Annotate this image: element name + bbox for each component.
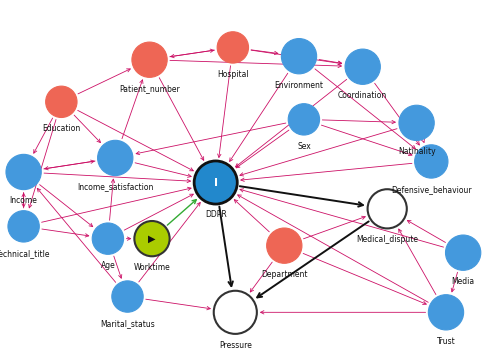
- Circle shape: [134, 221, 170, 256]
- Text: Worktime: Worktime: [134, 263, 170, 272]
- Circle shape: [345, 49, 380, 84]
- Text: Income_satisfaction: Income_satisfaction: [77, 183, 154, 192]
- Circle shape: [368, 189, 407, 228]
- Circle shape: [217, 32, 248, 63]
- Text: Technical_title: Technical_title: [0, 249, 51, 258]
- Circle shape: [288, 104, 320, 135]
- Circle shape: [214, 291, 257, 334]
- Text: Environment: Environment: [274, 81, 324, 90]
- Text: Hospital: Hospital: [217, 70, 248, 79]
- Text: ▶: ▶: [148, 234, 156, 244]
- Circle shape: [46, 86, 77, 117]
- Text: Department: Department: [261, 270, 308, 279]
- Text: Trust: Trust: [436, 337, 456, 346]
- Text: DDPR: DDPR: [205, 210, 227, 219]
- Circle shape: [92, 223, 124, 254]
- Circle shape: [282, 39, 316, 74]
- Text: Natinality: Natinality: [398, 147, 436, 156]
- Text: Sex: Sex: [297, 142, 311, 151]
- Circle shape: [112, 281, 143, 312]
- Text: Education: Education: [42, 124, 80, 134]
- Text: Marital_status: Marital_status: [100, 319, 155, 328]
- Circle shape: [8, 211, 40, 242]
- Circle shape: [6, 154, 42, 190]
- Circle shape: [446, 235, 481, 270]
- Text: Coordination: Coordination: [338, 91, 388, 100]
- Text: Income: Income: [10, 197, 38, 205]
- Text: Patient_number: Patient_number: [119, 84, 180, 93]
- Circle shape: [428, 295, 464, 330]
- Circle shape: [98, 140, 133, 175]
- Text: Media: Media: [452, 277, 474, 286]
- Text: Age: Age: [100, 261, 116, 270]
- Text: Pressure: Pressure: [219, 341, 252, 350]
- Circle shape: [194, 161, 238, 204]
- Text: Medical_dispute: Medical_dispute: [356, 235, 418, 244]
- Text: Defensive_behaviour: Defensive_behaviour: [391, 185, 471, 194]
- Text: I: I: [214, 178, 218, 188]
- Circle shape: [266, 228, 302, 263]
- Circle shape: [414, 145, 448, 178]
- Circle shape: [399, 105, 434, 140]
- Circle shape: [132, 42, 167, 77]
